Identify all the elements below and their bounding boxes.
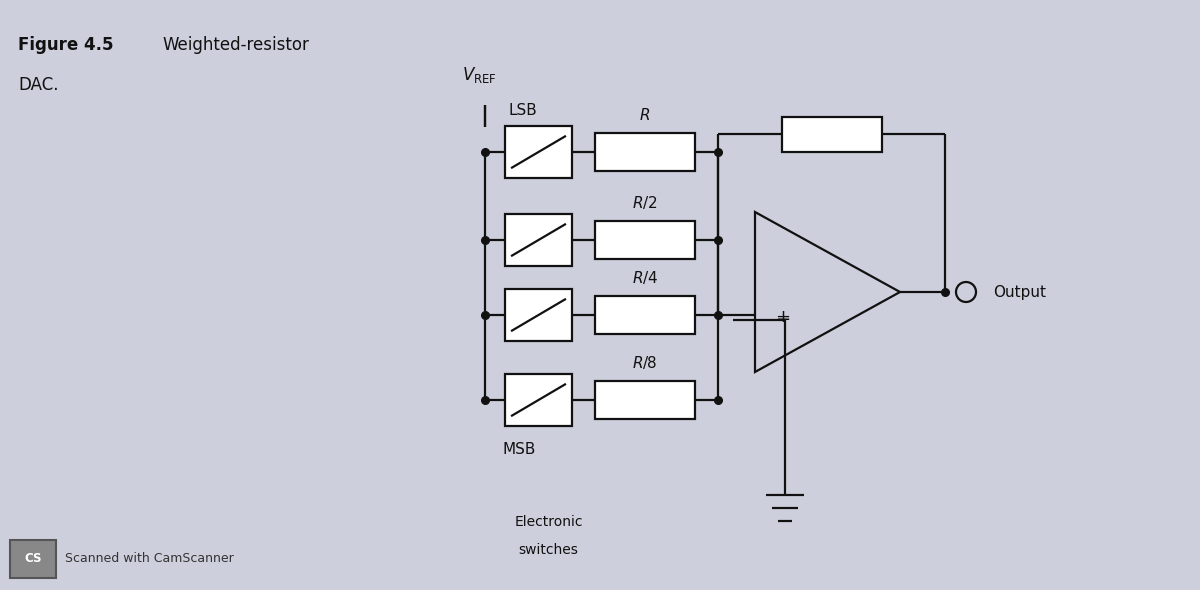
Text: $R/4$: $R/4$: [631, 269, 659, 286]
Bar: [595, 296, 695, 334]
Text: $R$: $R$: [640, 107, 650, 123]
Text: Electronic: Electronic: [515, 515, 583, 529]
Text: $-$: $-$: [775, 309, 790, 327]
Text: MSB: MSB: [503, 442, 536, 457]
Text: CS: CS: [24, 552, 42, 565]
Text: $+$: $+$: [775, 308, 790, 326]
Text: LSB: LSB: [509, 103, 538, 118]
Bar: [595, 381, 695, 419]
Bar: [505, 289, 572, 341]
Text: $V_{\mathrm{REF}}$: $V_{\mathrm{REF}}$: [462, 65, 497, 85]
Bar: [505, 126, 572, 178]
Bar: [595, 221, 695, 259]
Text: Scanned with CamScanner: Scanned with CamScanner: [65, 552, 234, 565]
Text: Output: Output: [994, 284, 1046, 300]
Text: Figure 4.5: Figure 4.5: [18, 36, 114, 54]
Text: $R/8$: $R/8$: [632, 354, 658, 371]
Bar: [505, 374, 572, 426]
Text: DAC.: DAC.: [18, 76, 59, 94]
Bar: [10, 540, 56, 578]
Text: switches: switches: [518, 543, 578, 557]
Bar: [505, 214, 572, 266]
Text: Weighted-resistor: Weighted-resistor: [162, 36, 308, 54]
Bar: [781, 116, 882, 152]
Text: $R/2$: $R/2$: [632, 194, 658, 211]
Bar: [595, 133, 695, 171]
